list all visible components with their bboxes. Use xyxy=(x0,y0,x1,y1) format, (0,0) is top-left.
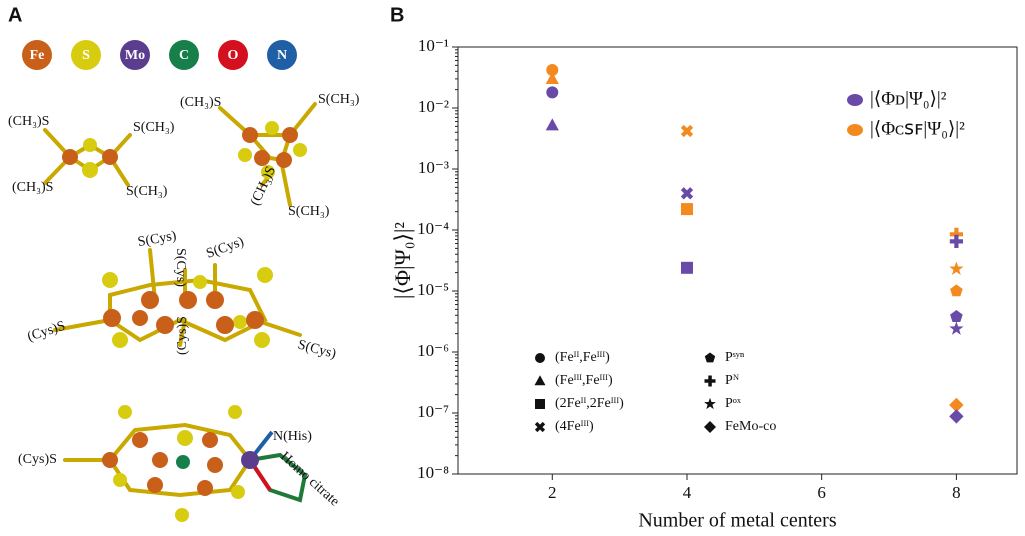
marker xyxy=(704,375,716,387)
structure-label: (Cys)S xyxy=(175,316,190,355)
marker xyxy=(546,86,559,99)
structure-label: (CH₃)S xyxy=(248,164,279,208)
marker xyxy=(680,261,693,274)
marker xyxy=(949,397,964,413)
marker-legend-label: FeMo-co xyxy=(725,419,776,434)
femo-co xyxy=(63,405,308,522)
y-tick-label: 10⁻⁷ xyxy=(417,402,449,421)
structure-label: S(Cys) xyxy=(204,234,246,262)
atom-label: O xyxy=(228,48,239,63)
marker-legend-label: Pᵒˣ xyxy=(725,396,742,411)
atom-swatch xyxy=(71,40,101,70)
fe2s2 xyxy=(43,128,132,187)
structure-label: S(CH₃) xyxy=(288,204,330,219)
marker-legend-label: Pˢʸⁿ xyxy=(725,350,745,365)
marker-legend-label: Pᴺ xyxy=(725,373,740,388)
molecule-drawings xyxy=(43,102,317,522)
structure-label: S(Cys) xyxy=(296,337,338,362)
marker xyxy=(949,409,964,424)
legend-swatch xyxy=(847,94,863,106)
marker xyxy=(534,375,546,386)
structure-label: S(Cys) xyxy=(173,248,188,287)
x-tick-label: 2 xyxy=(548,483,557,502)
marker xyxy=(680,124,694,138)
structure-label: (CH₃)S xyxy=(180,95,221,110)
structure-label: S(CH₃) xyxy=(318,92,360,107)
x-axis-label: Number of metal centers xyxy=(638,510,836,532)
structure-label: (CH₃)S xyxy=(8,114,49,129)
structure-label: (Cys)S xyxy=(26,319,68,345)
atom-swatch xyxy=(267,40,297,70)
atom-label: Mo xyxy=(125,48,145,63)
marker-legend-label: (Feᴵᴵᴵ,Feᴵᴵᴵ) xyxy=(555,373,613,388)
legend-label: |⟨Φᴅ|Ψ₀⟩|² xyxy=(870,88,947,109)
plot-frame xyxy=(457,46,1018,475)
chart: 10⁻⁸ 10⁻⁷ 10⁻⁶ 10⁻⁵ 10⁻⁴ 10⁻³ 10⁻² 10⁻¹ 2 4 6 8 Numb… xyxy=(390,36,1018,532)
atom-label: C xyxy=(179,48,189,63)
marker-legend-label: (4Feᴵᴵᴵ) xyxy=(555,419,594,434)
marker xyxy=(546,63,559,76)
marker xyxy=(949,261,964,275)
marker xyxy=(949,321,964,335)
marker xyxy=(680,187,694,200)
y-tick-label: 10⁻⁶ xyxy=(417,341,449,360)
structure-label: (Cys)S xyxy=(18,452,57,467)
marker xyxy=(535,399,545,409)
marker xyxy=(545,72,559,84)
marker xyxy=(949,227,963,241)
fe4s4 xyxy=(218,102,317,207)
legend-swatch xyxy=(847,124,863,136)
marker xyxy=(704,397,716,410)
marker xyxy=(704,352,716,363)
atom-swatch xyxy=(22,40,52,70)
marker-legend-label: (2Feᴵᴵ,2Feᴵᴵᴵ) xyxy=(555,396,624,411)
atom-label: Fe xyxy=(30,48,45,63)
atom-label: N xyxy=(277,48,287,63)
structure-label: (CH₃)S xyxy=(12,180,53,195)
y-tick-label: 10⁻⁵ xyxy=(417,280,449,299)
y-tick-label: 10⁻³ xyxy=(418,158,449,177)
atom-label: S xyxy=(82,48,90,63)
panel-label: A xyxy=(8,4,22,26)
structure-label: N(His) xyxy=(273,429,312,444)
structure-label: S(CH₃) xyxy=(133,120,175,135)
marker xyxy=(950,284,963,297)
atom-swatch xyxy=(218,40,248,70)
y-tick-label: 10⁻⁸ xyxy=(417,463,449,482)
legend-label: |⟨Φᴄꜱꜰ|Ψ₀⟩|² xyxy=(870,118,965,139)
y-axis-label: |⟨Φ|Ψ₀⟩|² xyxy=(390,222,415,299)
atom-legend: Fe S Mo C O N xyxy=(22,40,297,70)
marker xyxy=(704,421,716,433)
marker xyxy=(950,310,963,322)
marker xyxy=(949,234,963,248)
x-tick-label: 6 xyxy=(817,483,826,502)
marker xyxy=(545,118,559,131)
structure-label: S(Cys) xyxy=(137,229,178,251)
y-tick-label: 10⁻⁴ xyxy=(417,219,449,238)
structure-label: S(CH₃) xyxy=(126,184,168,199)
marker xyxy=(535,353,545,363)
y-tick-label: 10⁻² xyxy=(418,97,449,116)
marker xyxy=(534,421,546,433)
atom-swatch xyxy=(169,40,199,70)
atom-swatch xyxy=(120,40,150,70)
marker xyxy=(680,203,693,216)
structure-label: Homo citrate xyxy=(277,449,342,509)
p-cluster xyxy=(53,248,302,348)
panel-label: B xyxy=(390,4,404,26)
y-tick-label: 10⁻¹ xyxy=(418,36,449,55)
marker-legend-label: (Feᴵᴵ,Feᴵᴵᴵ) xyxy=(555,350,610,365)
x-tick-label: 4 xyxy=(683,483,692,502)
x-tick-label: 8 xyxy=(952,483,961,502)
